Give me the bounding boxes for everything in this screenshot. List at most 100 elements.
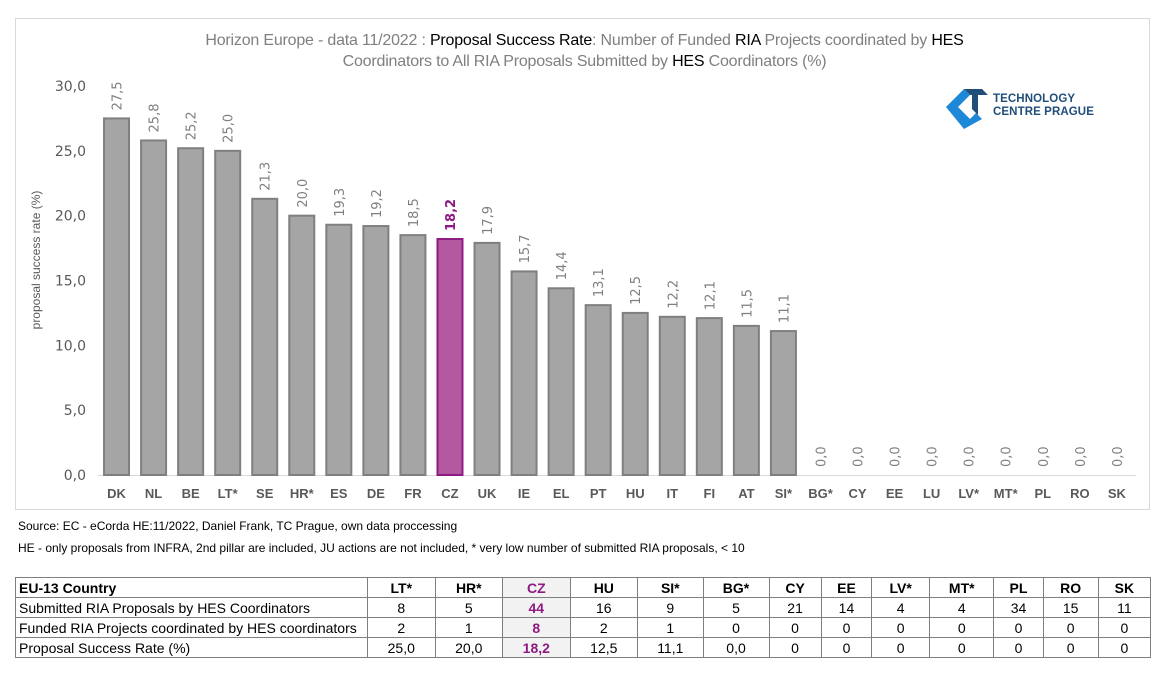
table-cell: 5	[434, 597, 504, 618]
table-column-header: RO	[1042, 577, 1099, 598]
data-label: 12,2	[666, 280, 681, 309]
bar-LT	[214, 149, 242, 476]
x-tick-label: LU	[923, 486, 940, 501]
table-cell: 0	[1097, 637, 1152, 658]
x-tick-label: BE	[182, 486, 200, 501]
data-label: 0,0	[926, 446, 941, 467]
table-cell: 15	[1042, 597, 1099, 618]
data-label: 0,0	[963, 446, 978, 467]
table-column-header: MT*	[929, 577, 995, 598]
y-tick-label: 0,0	[64, 468, 86, 484]
x-tick-label: DE	[367, 486, 385, 501]
table-cell: 1	[637, 617, 704, 638]
table-column-header: HU	[569, 577, 639, 598]
x-tick-label: IE	[518, 486, 531, 501]
bar-EL	[547, 287, 575, 476]
table-cell: 0	[871, 637, 931, 658]
remark-note: HE - only proposals from INFRA, 2nd pill…	[18, 541, 745, 555]
table-cell: 12,5	[569, 637, 639, 658]
source-note: Source: EC - eCorda HE:11/2022, Daniel F…	[18, 519, 458, 533]
bar-ES	[325, 223, 353, 476]
data-label: 0,0	[1111, 446, 1126, 467]
bar-DE	[362, 225, 390, 476]
x-tick-label: EE	[886, 486, 904, 501]
y-tick-label: 25,0	[55, 144, 86, 160]
bar-SE	[251, 197, 279, 476]
bar-HU	[621, 311, 649, 476]
x-tick-label: MT*	[994, 486, 1019, 501]
x-tick-label: ES	[330, 486, 348, 501]
data-label: 11,1	[777, 294, 792, 323]
table-cell: 0	[993, 617, 1044, 638]
x-tick-label: DK	[107, 486, 126, 501]
y-axis-label: proposal success rate (%)	[29, 191, 43, 330]
table-column-header: LT*	[367, 577, 436, 598]
data-label: 11,5	[740, 289, 755, 318]
bar-CZ	[436, 238, 464, 476]
table-cell: 44	[502, 597, 571, 618]
x-tick-label: IT	[666, 486, 678, 501]
bar-BE	[177, 147, 205, 477]
data-label: 25,0	[222, 114, 237, 143]
table-cell: 25,0	[367, 637, 436, 658]
y-tick-label: 10,0	[55, 338, 86, 354]
table-column-header: CZ	[502, 577, 571, 598]
table-column-header: CY	[768, 577, 822, 598]
table-cell: 0	[1097, 617, 1152, 638]
table-cell: 0	[1042, 637, 1099, 658]
bar-SI	[769, 330, 797, 476]
data-label: 0,0	[1037, 446, 1052, 467]
table-column-header: LV*	[871, 577, 931, 598]
bar-IE	[510, 270, 538, 476]
table-row-label: Submitted RIA Proposals by HES Coordinat…	[15, 597, 368, 618]
bar-HR	[288, 214, 316, 477]
table-row: Submitted RIA Proposals by HES Coordinat…	[15, 597, 1152, 618]
title-segment: Coordinators to All RIA Proposals Submit…	[342, 53, 673, 70]
chart-title-line-2: Coordinators to All RIA Proposals Submit…	[0, 51, 1169, 72]
data-label: 0,0	[1074, 446, 1089, 467]
x-tick-label: CZ	[441, 486, 458, 501]
table-header-row: EU-13 Country LT* HR* CZ HU SI* BG* CY EE LV* MT* P…	[15, 577, 1152, 598]
x-tick-label: PT	[590, 486, 607, 501]
y-tick-label: 5,0	[64, 403, 86, 419]
x-tick-label: HR*	[290, 486, 315, 501]
table-cell: 0	[1042, 617, 1099, 638]
table-cell: 0	[820, 617, 873, 638]
x-tick-label: CY	[848, 486, 866, 501]
table-column-header: SI*	[637, 577, 704, 598]
table-cell: 5	[702, 597, 770, 618]
table-cell: 0	[871, 617, 931, 638]
table-row: Proposal Success Rate (%) 25,0 20,0 18,2 12,…	[15, 637, 1152, 658]
bar-NL	[140, 139, 168, 477]
data-label: 14,4	[555, 251, 570, 280]
table-cell: 0	[768, 617, 822, 638]
x-tick-label: UK	[478, 486, 497, 501]
table-cell: 0,0	[702, 637, 770, 658]
table-header-label: EU-13 Country	[15, 577, 368, 598]
table-row-label: Proposal Success Rate (%)	[15, 637, 368, 658]
data-label: 12,1	[703, 281, 718, 310]
data-label: 0,0	[852, 446, 867, 467]
bar-FR	[399, 234, 427, 476]
table-column-header: HR*	[434, 577, 504, 598]
table-column-header: PL	[993, 577, 1044, 598]
y-tick-label: 20,0	[55, 209, 86, 225]
title-segment: Coordinators (%)	[704, 53, 827, 70]
x-tick-label: LT*	[218, 486, 239, 501]
title-segment: : Number of Funded	[592, 32, 735, 49]
bar-PT	[584, 304, 612, 476]
data-label: 19,2	[370, 189, 385, 218]
data-label: 25,2	[185, 111, 200, 140]
x-tick-label: SE	[256, 486, 274, 501]
x-tick-label: NL	[145, 486, 162, 501]
data-label: 15,7	[518, 234, 533, 263]
title-segment: RIA	[735, 32, 761, 49]
data-label: 0,0	[814, 446, 829, 467]
table-cell: 21	[768, 597, 822, 618]
table-cell: 11	[1097, 597, 1152, 618]
table-column-header: BG*	[702, 577, 770, 598]
y-tick-label: 15,0	[55, 274, 86, 290]
table-cell: 0	[993, 637, 1044, 658]
table-cell: 0	[702, 617, 770, 638]
